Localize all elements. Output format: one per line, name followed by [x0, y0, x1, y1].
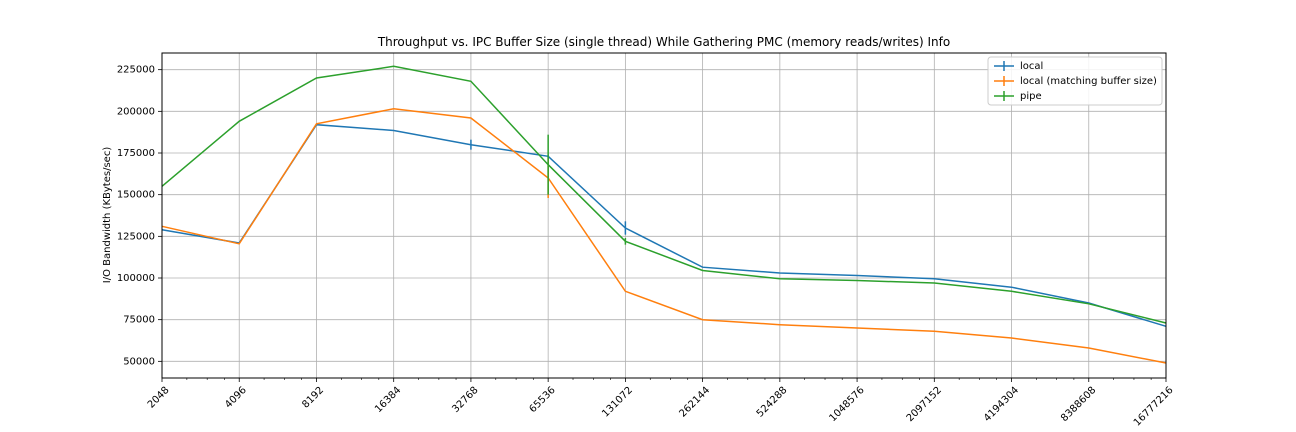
chart-title: Throughput vs. IPC Buffer Size (single t…: [377, 35, 950, 49]
x-tick-label: 16384: [373, 385, 403, 415]
x-tick-label: 4194304: [982, 385, 1021, 424]
y-tick-label: 100000: [117, 273, 155, 284]
series-line-2: [161, 108, 1167, 364]
y-tick-label: 200000: [117, 106, 155, 117]
x-axis: 2048 4096 8192 16384 32768 65536 131072 262144 5…: [146, 378, 1176, 429]
x-tick-label: 262144: [677, 385, 712, 420]
y-tick-label: 75000: [123, 315, 155, 326]
x-tick-label: 32768: [450, 385, 480, 415]
x-tick-label: 1048576: [827, 385, 866, 424]
y-axis-label: I/O Bandwidth (KBytes/sec): [102, 147, 113, 284]
legend: local local (matching buffer size) pipe: [987, 56, 1163, 106]
y-tick-label: 175000: [117, 148, 155, 159]
x-tick-label: 131072: [600, 385, 635, 420]
legend-label: local: [1020, 61, 1043, 72]
series-layer: [161, 65, 1167, 364]
x-tick-label: 4096: [223, 385, 249, 411]
legend-label: pipe: [1020, 91, 1042, 102]
plot-frame: [161, 52, 1167, 379]
y-tick-label: 150000: [117, 190, 155, 201]
y-axis: 50000 75000 100000 125000 150000 175000 200000…: [117, 65, 162, 367]
legend-label: local (matching buffer size): [1020, 76, 1157, 87]
x-tick-label: 524288: [755, 385, 790, 420]
x-tick-label: 65536: [528, 385, 558, 415]
y-tick-label: 225000: [117, 65, 155, 76]
y-tick-label: 50000: [123, 356, 155, 367]
x-tick-label: 2048: [146, 385, 172, 411]
series-line-3: [161, 65, 1167, 324]
x-tick-label: 2097152: [905, 385, 944, 424]
x-tick-label: 8388608: [1059, 385, 1098, 424]
y-tick-label: 125000: [117, 231, 155, 242]
series-line-1: [161, 123, 1167, 328]
x-tick-label: 8192: [300, 385, 326, 411]
legend-box: [987, 56, 1163, 106]
x-tick-label: 16777216: [1132, 385, 1176, 429]
